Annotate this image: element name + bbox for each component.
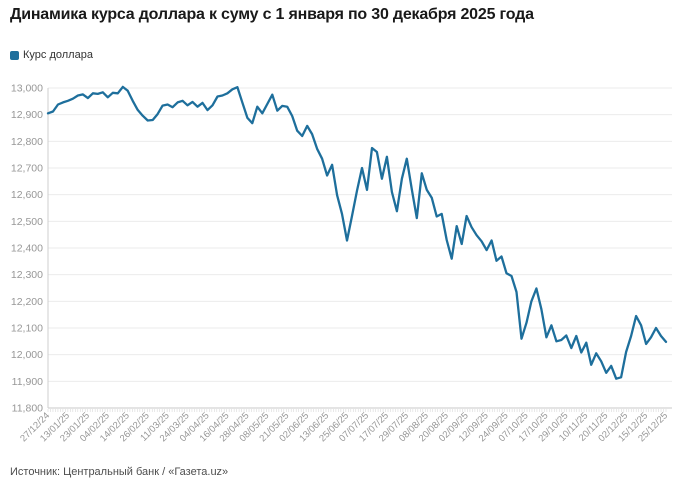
y-tick-label: 12,400	[11, 243, 43, 255]
y-tick-label: 12,800	[11, 136, 43, 148]
series-line-dollar-rate	[46, 85, 668, 380]
y-tick-label: 12,900	[11, 109, 43, 121]
legend-label: Курс доллара	[23, 49, 93, 61]
y-tick-label: 12,600	[11, 189, 43, 201]
chart-svg: 13,000 12,900 12,800 12,700 12,600 12,500 12,4…	[11, 83, 672, 444]
y-tick-label: 11,900	[12, 376, 43, 388]
y-tick-label: 12,300	[11, 269, 43, 281]
page-title: Динамика курса доллара к суму с 1 января…	[10, 6, 534, 23]
y-tick-label: 13,000	[11, 83, 43, 95]
y-tick-label: 12,500	[11, 216, 43, 228]
y-tick-label: 12,200	[11, 296, 43, 308]
legend: Курс доллара	[10, 49, 93, 61]
y-tick-label: 12,000	[11, 349, 43, 361]
y-tick-label: 12,700	[11, 163, 43, 175]
y-tick-label: 11,800	[12, 403, 43, 415]
source-text: Источник: Центральный банк / «Газета.uz»	[10, 466, 229, 478]
legend-swatch	[10, 50, 19, 60]
y-tick-label: 12,100	[11, 323, 43, 335]
